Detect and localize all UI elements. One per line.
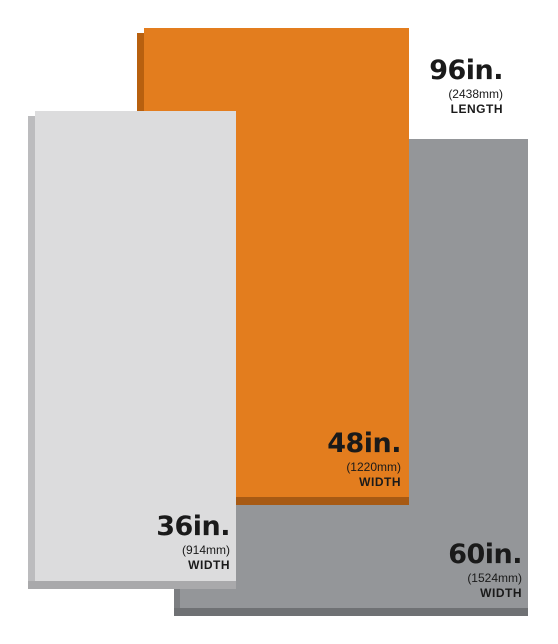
panel-48in-bottom [137,497,409,505]
panel-36in-bottom [28,581,236,589]
panel-36in-front [35,111,236,581]
length-size: 96in. [429,55,503,86]
width-36-dimension: WIDTH [188,558,230,572]
width-36-size: 36in. [156,511,230,542]
width-36-label: 36in. (914mm) WIDTH [156,513,230,571]
panel-36in-side [28,116,36,589]
panel-36in [28,111,236,589]
width-60-size: 60in. [448,539,522,570]
width-48-dimension: WIDTH [359,475,401,489]
length-dimension: LENGTH [450,102,503,116]
width-60-metric: (1524mm) [467,571,522,585]
width-48-metric: (1220mm) [346,460,401,474]
width-60-dimension: WIDTH [480,586,522,600]
width-48-label: 48in. (1220mm) WIDTH [327,430,401,488]
length-metric: (2438mm) [448,87,503,101]
panel-60in-bottom [174,608,528,616]
width-48-size: 48in. [327,428,401,459]
width-60-label: 60in. (1524mm) WIDTH [448,541,522,599]
width-36-metric: (914mm) [181,543,230,557]
length-label: 96in. (2438mm) LENGTH [429,57,503,115]
